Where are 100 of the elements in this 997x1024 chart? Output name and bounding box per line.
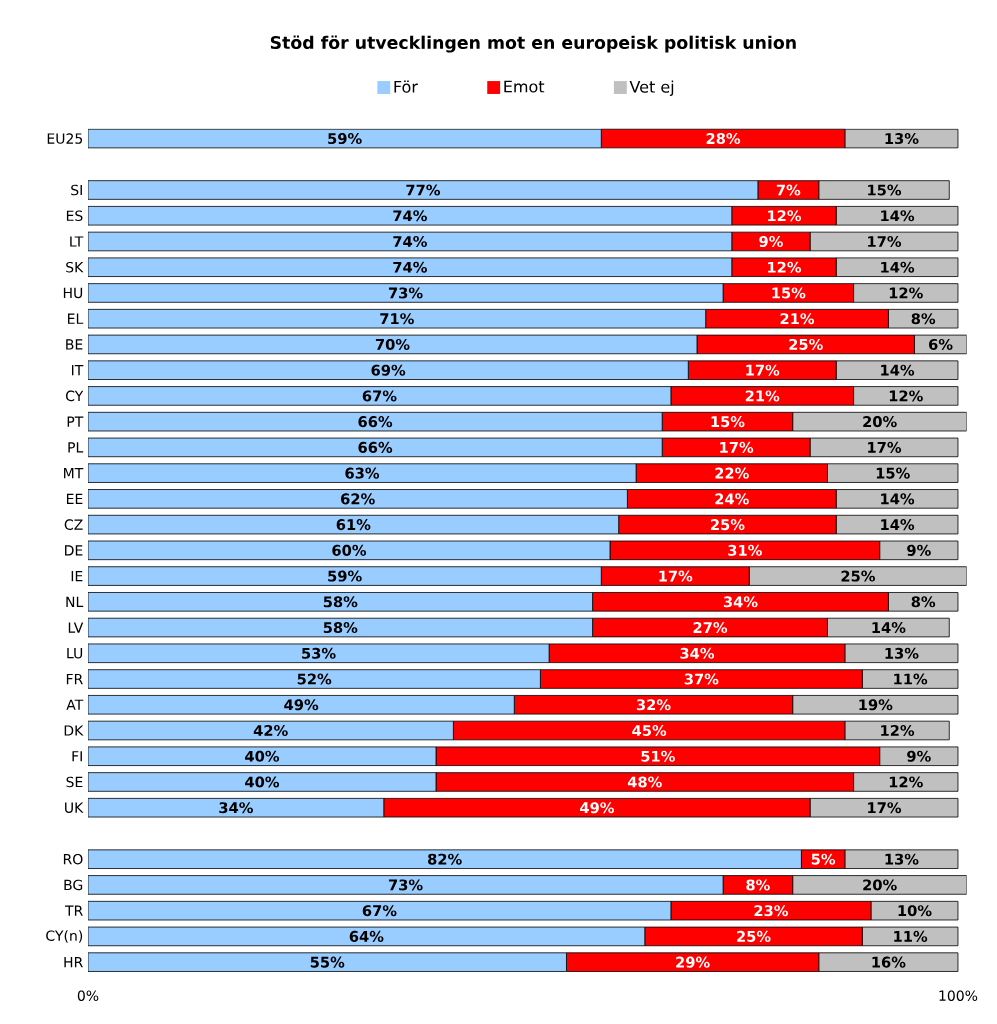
data-label: 48% [627,776,662,788]
data-label: 71% [380,313,414,325]
data-label: 61% [336,519,371,531]
data-label: 19% [859,699,893,711]
y-tick-label: FI [72,751,82,762]
data-label: 8% [746,879,770,891]
data-label: 58% [323,596,358,608]
data-label: 9% [907,544,931,556]
data-label: 52% [297,673,332,685]
x-tick-label: 100% [939,990,978,1001]
data-label: 17% [868,802,902,814]
bar [88,308,707,329]
bar [88,772,437,792]
y-tick-label: AT [66,699,84,710]
data-label: 6% [929,338,953,350]
data-label: 9% [907,750,931,762]
data-label: 51% [641,750,675,762]
y-tick-label: DE [65,545,83,556]
y-tick-label: UK [65,802,84,813]
data-label: 5% [811,853,836,865]
data-label: 15% [876,467,910,479]
y-tick-label: EU25 [47,133,83,144]
data-label: 17% [868,235,902,248]
data-label: 10% [898,905,932,917]
y-tick-label: IT [71,365,84,376]
data-label: 82% [428,853,462,865]
data-label: 14% [881,364,915,376]
bar [818,180,950,200]
data-label: 32% [636,699,671,711]
chart-title: Stöd för utvecklingen mot en europeisk politisk union [270,35,796,53]
bar [88,463,637,483]
data-label: 49% [580,802,615,814]
bar [818,952,959,972]
data-label: 27% [693,622,728,634]
data-label: 7% [776,184,801,196]
data-label: 70% [375,338,410,350]
data-label: 62% [341,493,375,505]
bar [88,360,689,380]
data-label: 21% [745,390,780,402]
data-label: 49% [284,699,319,711]
y-tick-label: IE [71,570,83,582]
y-tick-label: CY [66,390,84,402]
data-label: 74% [393,261,427,273]
bar [88,875,724,895]
data-label: 60% [332,544,367,556]
y-tick-label: NL [66,596,84,607]
data-label: 12% [889,776,923,788]
data-label: 13% [885,647,919,659]
y-tick-label: PL [68,442,84,453]
data-label: 64% [349,930,384,942]
data-label: 17% [720,441,754,453]
data-label: 66% [358,441,393,453]
y-tick-label: BE [66,339,83,350]
data-label: 74% [393,210,427,222]
data-label: 53% [302,647,336,659]
data-label: 31% [728,544,762,556]
data-label: 13% [885,853,919,865]
data-label: 42% [253,724,288,737]
data-label: 66% [358,416,393,428]
data-label: 20% [863,879,897,891]
bar [88,489,628,509]
data-label: 17% [868,441,902,453]
data-label: 14% [881,493,915,505]
bar [88,257,733,277]
bar [88,231,733,252]
y-tick-label: EL [68,313,84,324]
data-label: 59% [328,133,362,145]
y-tick-label: SE [66,776,83,788]
y-tick-label: PT [67,416,84,427]
bar [88,566,602,586]
y-tick-label: LV [68,622,84,633]
data-label: 12% [889,287,923,299]
data-label: 77% [406,184,441,196]
y-tick-label: CY(n) [46,930,83,943]
data-label: 11% [894,673,928,685]
y-tick-label: SK [66,261,84,273]
data-label: 15% [711,416,745,428]
y-tick-label: DK [64,725,84,736]
data-label: 15% [772,287,806,299]
y-tick-label: RO [63,853,83,865]
y-tick-label: HR [64,957,83,968]
data-label: 8% [911,313,936,325]
data-label: 16% [872,956,906,968]
data-label: 17% [746,364,780,376]
y-tick-label: HU [63,287,83,299]
y-tick-label: FR [66,673,83,685]
data-label: 17% [659,570,693,582]
data-label: 34% [680,647,715,659]
bar [88,669,541,689]
y-tick-label: BG [64,879,83,891]
data-label: 14% [881,210,915,222]
y-tick-label: TR [64,905,83,916]
y-tick-label: EE [66,493,83,504]
data-label: 15% [868,184,902,196]
data-label: 14% [872,622,906,634]
data-label: 25% [711,519,745,531]
data-label: 40% [245,776,280,788]
data-label: 25% [841,570,876,582]
data-label: 12% [768,261,802,273]
data-label: 69% [371,364,406,376]
